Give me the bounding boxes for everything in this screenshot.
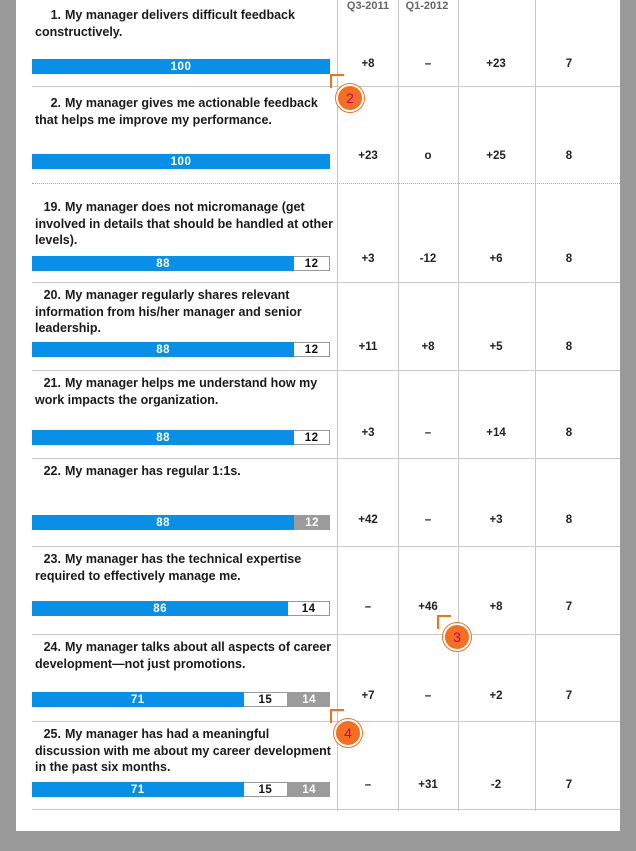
change-value: – — [424, 58, 432, 70]
change-value: +23 — [358, 150, 378, 162]
change-value: o — [424, 150, 432, 162]
marker-arrow — [330, 709, 344, 723]
annotation-marker-4[interactable]: 4 — [334, 719, 362, 747]
row-divider — [32, 809, 620, 810]
score-value: 7 — [565, 779, 573, 791]
response-bar: 100 — [32, 154, 330, 169]
favorable-segment: 71 — [32, 692, 244, 707]
response-bar: 71 15 14 — [32, 782, 330, 797]
column-header-q1-2012: Q1-2012 — [405, 0, 449, 12]
report-page: Q3-2011 Q1-2012 1. My manager delivers di… — [16, 0, 620, 831]
change-value: +6 — [489, 253, 503, 265]
change-value: +3 — [361, 427, 375, 439]
change-value: – — [424, 427, 432, 439]
favorable-segment: 100 — [32, 59, 330, 74]
row-divider — [32, 721, 620, 722]
favorable-segment: 88 — [32, 515, 295, 530]
question-text: 20. My manager regularly shares relevant … — [35, 288, 302, 335]
score-value: 8 — [565, 253, 573, 265]
neutral-segment: 15 — [243, 782, 289, 797]
change-value: – — [364, 779, 372, 791]
score-value: 8 — [565, 150, 573, 162]
score-value: 8 — [565, 341, 573, 353]
change-value: +8 — [421, 341, 435, 353]
question-text: 21. My manager helps me understand how my… — [35, 376, 318, 407]
response-bar: 88 12 — [32, 515, 330, 530]
change-value: +8 — [489, 601, 503, 613]
favorable-segment: 71 — [32, 782, 244, 797]
question-text: 24. My manager talks about all aspects of… — [35, 640, 332, 671]
neutral-segment: 12 — [294, 256, 330, 271]
question-text: 2. My manager gives me actionable feedbac… — [35, 96, 318, 127]
column-divider — [458, 0, 459, 811]
question-text: 23. My manager has the technical expertis… — [35, 552, 302, 583]
row-divider — [32, 282, 620, 283]
unfavorable-segment: 14 — [288, 692, 330, 707]
change-value: +42 — [358, 514, 378, 526]
change-value: +31 — [418, 779, 438, 791]
column-divider — [398, 0, 399, 811]
score-value: 7 — [565, 601, 573, 613]
favorable-segment: 86 — [32, 601, 289, 616]
response-bar: 86 14 — [32, 601, 330, 616]
marker-arrow — [437, 615, 451, 629]
score-value: 8 — [565, 514, 573, 526]
change-value: – — [424, 514, 432, 526]
column-header-q3-2011: Q3-2011 — [346, 0, 390, 12]
change-value: +11 — [358, 341, 378, 353]
score-value: 7 — [565, 690, 573, 702]
unfavorable-segment: 12 — [294, 515, 330, 530]
change-value: – — [364, 601, 372, 613]
score-value: 7 — [565, 58, 573, 70]
response-bar: 100 — [32, 59, 330, 74]
change-value: +14 — [486, 427, 506, 439]
change-value: -12 — [419, 253, 437, 265]
marker-arrow — [330, 74, 344, 88]
change-value: +25 — [486, 150, 506, 162]
favorable-segment: 100 — [32, 154, 330, 169]
score-value: 8 — [565, 427, 573, 439]
row-divider — [32, 370, 620, 371]
change-value: +5 — [489, 341, 503, 353]
neutral-segment: 15 — [243, 692, 289, 707]
change-value: +23 — [486, 58, 506, 70]
response-bar: 88 12 — [32, 256, 330, 271]
section-divider — [32, 183, 620, 184]
row-divider — [32, 634, 620, 635]
change-value: +7 — [361, 690, 375, 702]
change-value: +2 — [489, 690, 503, 702]
row-divider — [32, 458, 620, 459]
question-text: 19. My manager does not micromanage (get … — [35, 200, 333, 247]
change-value: +8 — [361, 58, 375, 70]
change-value: – — [424, 690, 432, 702]
column-divider — [535, 0, 536, 811]
change-value: +3 — [361, 253, 375, 265]
question-text: 25. My manager has had a meaningful discu… — [35, 727, 331, 774]
response-bar: 88 12 — [32, 430, 330, 445]
change-value: -2 — [490, 779, 502, 791]
favorable-segment: 88 — [32, 256, 295, 271]
question-text: 22. My manager has regular 1:1s. — [43, 464, 241, 478]
favorable-segment: 88 — [32, 342, 295, 357]
response-bar: 88 12 — [32, 342, 330, 357]
neutral-segment: 14 — [288, 601, 330, 616]
neutral-segment: 12 — [294, 430, 330, 445]
neutral-segment: 12 — [294, 342, 330, 357]
row-divider — [32, 546, 620, 547]
change-value: +3 — [489, 514, 503, 526]
response-bar: 71 15 14 — [32, 692, 330, 707]
row-divider — [32, 86, 620, 87]
favorable-segment: 88 — [32, 430, 295, 445]
question-text: 1. My manager delivers difficult feedback… — [35, 8, 295, 39]
unfavorable-segment: 14 — [288, 782, 330, 797]
change-value: +46 — [418, 601, 438, 613]
annotation-marker-3[interactable]: 3 — [443, 623, 471, 651]
column-divider — [337, 0, 338, 811]
annotation-marker-2[interactable]: 2 — [336, 84, 364, 112]
